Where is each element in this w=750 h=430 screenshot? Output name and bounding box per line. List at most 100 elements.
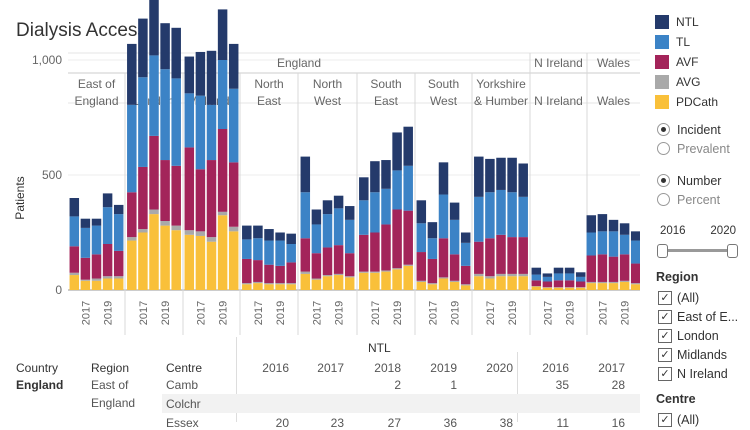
bar-segment: [185, 93, 195, 147]
bar-segment: [229, 89, 239, 163]
y-tick-label: 0: [55, 283, 62, 297]
bar-segment: [253, 282, 263, 283]
bar-segment: [171, 230, 181, 290]
centre-option-all[interactable]: ✓(All): [658, 410, 699, 429]
bar-segment: [392, 132, 402, 170]
bar-segment: [138, 229, 148, 232]
radio-percent[interactable]: Percent: [657, 190, 720, 209]
bar-segment: [286, 284, 296, 290]
value-cell: 2: [351, 378, 401, 392]
bar-segment: [461, 285, 471, 290]
bar-segment: [461, 243, 471, 266]
legend-label: AVF: [676, 55, 698, 69]
legend-item-avf[interactable]: AVF: [655, 52, 718, 72]
region-option-midlands[interactable]: ✓Midlands: [658, 345, 727, 364]
bar-segment: [323, 276, 333, 290]
bar-segment: [103, 279, 113, 291]
bar-segment: [160, 226, 170, 290]
bar-segment: [334, 196, 344, 209]
bar-segment: [275, 283, 285, 284]
bar-segment: [103, 193, 113, 207]
bar-segment: [312, 210, 322, 225]
bar-segment: [439, 277, 449, 278]
slider-handle-max[interactable]: [727, 244, 738, 258]
bar-segment: [207, 237, 217, 242]
value-cell: 1: [407, 378, 457, 392]
bar-segment: [196, 52, 206, 96]
bar-segment: [207, 105, 217, 160]
bar-segment: [242, 284, 252, 290]
bar-segment: [543, 288, 553, 290]
year-slider-track[interactable]: [662, 249, 734, 252]
bar-segment: [381, 189, 391, 225]
x-tick-label: 2017: [138, 301, 150, 325]
bar-segment: [359, 177, 369, 200]
bar-segment: [312, 224, 322, 253]
bar-segment: [275, 233, 285, 241]
bar-segment: [450, 203, 460, 220]
bar-segment: [334, 245, 344, 274]
region-option-london[interactable]: ✓London: [658, 326, 719, 345]
region-option-east-of-england[interactable]: ✓East of E...: [658, 307, 738, 326]
bar-segment: [620, 223, 630, 235]
bar-segment: [403, 266, 413, 290]
bar-segment: [323, 247, 333, 275]
radio-incident[interactable]: Incident: [657, 120, 721, 139]
bar-segment: [474, 276, 484, 290]
bar-segment: [587, 282, 597, 283]
bar-segment: [485, 276, 495, 278]
legend-item-pdcath[interactable]: PDCath: [655, 92, 718, 112]
bar-segment: [171, 226, 181, 231]
radio-number[interactable]: Number: [657, 171, 721, 190]
year-header: 2019: [407, 361, 457, 375]
bar-segment: [127, 192, 137, 237]
bar-segment: [381, 270, 391, 271]
bar-segment: [609, 283, 619, 290]
bar-segment: [518, 197, 528, 237]
region-option-all[interactable]: ✓(All): [658, 288, 699, 307]
bar-segment: [127, 105, 137, 192]
bar-segment: [381, 160, 391, 189]
bar-segment: [207, 160, 217, 237]
bar-segment: [253, 260, 263, 282]
year-header: 2020: [463, 361, 513, 375]
slider-handle-min[interactable]: [657, 244, 668, 258]
slider-min-label: 2016: [660, 225, 686, 237]
country-label: Wales: [597, 56, 630, 70]
region-cell-line2: England: [91, 396, 135, 410]
region-option-n-ireland[interactable]: ✓N Ireland: [658, 364, 728, 383]
bar-segment: [370, 233, 380, 272]
legend-item-tl[interactable]: TL: [655, 32, 718, 52]
x-tick-label: 2019: [392, 301, 404, 325]
bar-segment: [428, 259, 438, 283]
bar-segment: [587, 233, 597, 256]
bar-segment: [323, 214, 333, 247]
x-tick-label: 2019: [103, 301, 115, 325]
bar-segment: [242, 259, 252, 283]
bar-segment: [264, 241, 274, 265]
bar-segment: [171, 28, 181, 79]
region-label: East: [257, 94, 282, 108]
bar-segment: [138, 77, 148, 167]
x-tick-label: 2019: [620, 301, 632, 325]
bar-segment: [114, 279, 124, 291]
bar-segment: [485, 238, 495, 276]
legend-item-avg[interactable]: AVG: [655, 72, 718, 92]
bar-segment: [185, 147, 195, 230]
bar-segment: [631, 241, 640, 264]
bar-segment: [565, 280, 575, 287]
bar-segment: [417, 252, 427, 281]
bar-segment: [218, 129, 228, 212]
bar-segment: [286, 234, 296, 244]
bar-segment: [403, 127, 413, 166]
bar-segment: [334, 208, 344, 245]
bar-segment: [253, 226, 263, 239]
x-tick-label: 2019: [334, 301, 346, 325]
legend-item-ntl[interactable]: NTL: [655, 12, 718, 32]
bar-segment: [532, 268, 542, 275]
bar-segment: [598, 254, 608, 282]
bar-segment: [345, 206, 355, 220]
radio-prevalent[interactable]: Prevalent: [657, 139, 730, 158]
bar-segment: [403, 211, 413, 265]
bar-segment: [439, 238, 449, 277]
